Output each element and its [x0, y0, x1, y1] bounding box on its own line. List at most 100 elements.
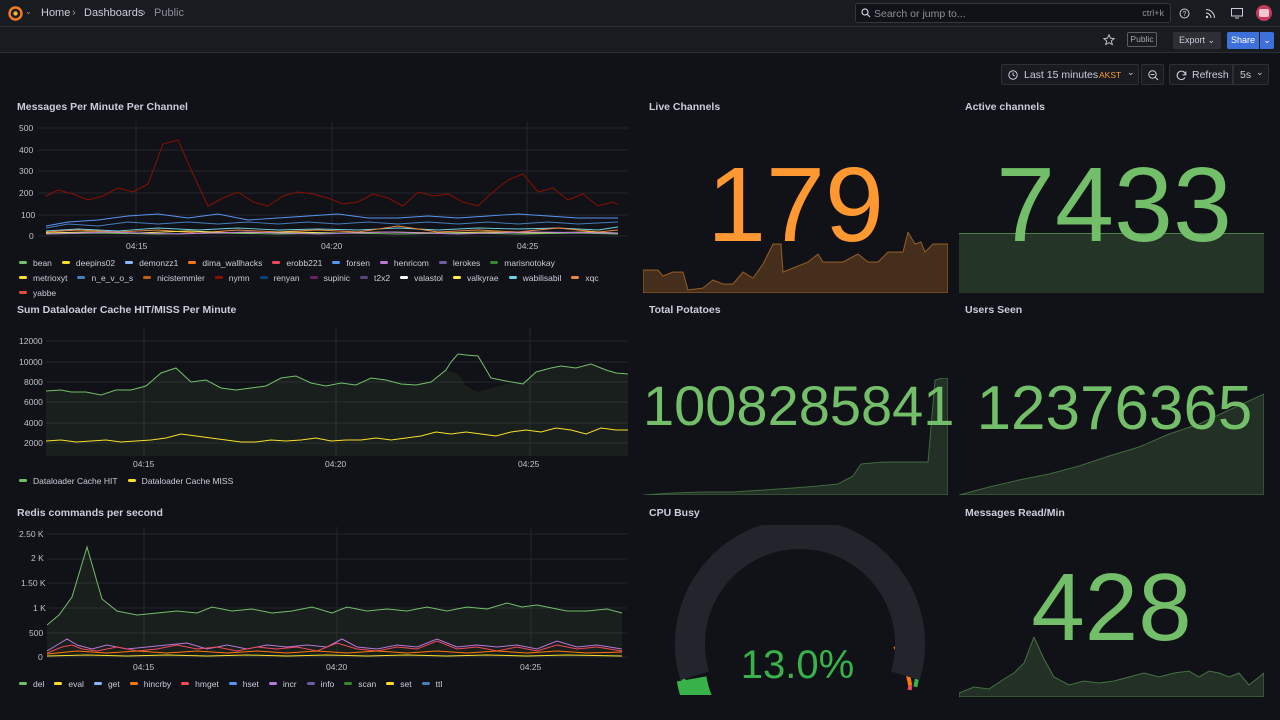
legend-item[interactable]: get — [93, 676, 120, 691]
panel-title[interactable]: Messages Read/Min — [965, 507, 1065, 519]
legend-item[interactable]: set — [386, 676, 412, 691]
legend-label: supinic — [323, 272, 351, 283]
news-feed-icon[interactable] — [1205, 8, 1216, 19]
legend-item[interactable]: wabilisabil — [508, 270, 561, 285]
legend-item[interactable]: info — [306, 676, 335, 691]
legend-item[interactable]: Dataloader Cache MISS — [127, 473, 233, 488]
search-shortcut: ctrl+k — [1142, 8, 1164, 18]
legend-swatch — [54, 682, 63, 685]
y-tick: 6000 — [24, 397, 43, 407]
live-channels-sparkline — [643, 232, 948, 293]
legend-item[interactable]: supinic — [309, 270, 351, 285]
legend-item[interactable]: marisnotokay — [490, 255, 555, 270]
legend-item[interactable]: ttl — [421, 676, 443, 691]
legend-label: erobb221 — [286, 257, 323, 268]
legend-swatch — [77, 276, 86, 279]
legend-item[interactable]: hincrby — [129, 676, 172, 691]
legend-item[interactable]: del — [19, 676, 44, 691]
legend-item[interactable]: valastol — [400, 270, 443, 285]
legend-swatch — [19, 276, 27, 279]
breadcrumb-dashboards[interactable]: Dashboards — [84, 7, 144, 19]
y-tick: 12000 — [19, 336, 43, 346]
legend-item[interactable]: xqc — [571, 270, 599, 285]
legend-item[interactable]: bean — [19, 255, 52, 270]
total-potatoes-sparkline — [643, 378, 948, 495]
x-tick: 04:20 — [321, 241, 343, 251]
grafana-logo-icon[interactable] — [7, 5, 24, 22]
refresh-label: Refresh — [1192, 69, 1229, 81]
messages-per-minute-graph[interactable] — [38, 122, 628, 240]
legend-item[interactable]: yabbe — [19, 285, 56, 300]
legend-item[interactable]: nymn — [214, 270, 250, 285]
legend-swatch — [386, 682, 395, 685]
breadcrumb-home[interactable]: Home — [41, 7, 71, 19]
legend-label: valkyrae — [466, 272, 499, 283]
legend-item[interactable]: henricom — [379, 255, 429, 270]
dock-menu-icon[interactable] — [1231, 8, 1243, 19]
top-nav-bar: ⌄ Home › Dashboards › Public Search or j… — [0, 0, 1280, 27]
panel-title[interactable]: Sum Dataloader Cache HIT/MISS Per Minute — [17, 304, 237, 316]
legend-label: ttl — [435, 678, 443, 689]
legend-item[interactable]: incr — [268, 676, 297, 691]
legend-item[interactable]: erobb221 — [272, 255, 322, 270]
legend-label: forsen — [346, 257, 370, 268]
legend-item[interactable]: scan — [344, 676, 376, 691]
share-button[interactable]: Share — [1227, 32, 1259, 49]
legend-item[interactable]: nicistemmler — [143, 270, 205, 285]
panel-title[interactable]: Total Potatoes — [649, 304, 721, 316]
user-avatar[interactable] — [1256, 5, 1272, 21]
legend-label: hincrby — [143, 678, 172, 689]
legend-swatch — [188, 261, 197, 264]
sparkline-area — [643, 232, 948, 293]
series-line-wabilisabil — [45, 226, 619, 232]
search-input[interactable]: Search or jump to... ctrl+k — [855, 3, 1171, 23]
sparkline-area — [959, 637, 1264, 697]
gauge-threshold-red — [907, 685, 913, 691]
time-range-picker[interactable]: Last 15 minutes AKST ⌄ — [1001, 64, 1139, 85]
series-line-forsen — [45, 213, 618, 227]
legend-item[interactable]: hset — [228, 676, 259, 691]
y-tick: 500 — [19, 123, 34, 133]
legend-item[interactable]: metrioxyt — [19, 270, 67, 285]
legend-label: n_e_v_o_s — [91, 272, 134, 283]
legend-item[interactable]: eval — [54, 676, 84, 691]
share-options-button[interactable]: ⌄ — [1260, 32, 1274, 49]
legend-item[interactable]: dima_wallhacks — [188, 255, 262, 270]
legend-item[interactable]: forsen — [332, 255, 370, 270]
legend-item[interactable]: lerokes — [438, 255, 480, 270]
legend-item[interactable]: demonzz1 — [125, 255, 178, 270]
legend-item[interactable]: deepins02 — [61, 255, 115, 270]
legend-item[interactable]: n_e_v_o_s — [77, 270, 133, 285]
zoom-out-button[interactable] — [1141, 64, 1164, 85]
legend-item[interactable]: t2x2 — [360, 270, 390, 285]
legend-label: info — [320, 678, 335, 689]
legend-swatch — [379, 261, 388, 264]
zoom-out-icon — [1148, 70, 1159, 81]
legend-label: metrioxyt — [33, 272, 68, 283]
legend-label: bean — [33, 257, 52, 268]
star-icon[interactable] — [1103, 34, 1115, 46]
legend-item[interactable]: renyan — [259, 270, 300, 285]
x-tick: 04:25 — [517, 241, 539, 251]
breadcrumb-separator: › — [72, 7, 76, 19]
legend-item[interactable]: Dataloader Cache HIT — [19, 473, 118, 488]
chevron-down-icon[interactable]: ⌄ — [25, 7, 32, 16]
panel-title[interactable]: Live Channels — [649, 101, 721, 113]
panel-title[interactable]: Active channels — [965, 101, 1045, 113]
panel-title[interactable]: Users Seen — [965, 304, 1023, 316]
panel-title[interactable]: Redis commands per second — [17, 507, 163, 519]
dataloader-cache-graph[interactable] — [46, 328, 628, 458]
active-channels-sparkline — [959, 233, 1264, 293]
help-icon[interactable]: ? — [1179, 8, 1190, 19]
panel-title[interactable]: Messages Per Minute Per Channel — [17, 101, 188, 113]
refresh-interval-picker[interactable]: 5s ⌄ — [1233, 64, 1269, 85]
clock-icon — [1008, 70, 1018, 80]
export-button[interactable]: Export ⌄ — [1173, 32, 1221, 49]
redis-commands-graph[interactable] — [47, 527, 627, 661]
live-channels-value: 179 — [707, 146, 884, 264]
legend-item[interactable]: valkyrae — [452, 270, 499, 285]
legend-item[interactable]: hmget — [181, 676, 219, 691]
refresh-button[interactable]: Refresh — [1169, 64, 1233, 85]
legend-label: hmget — [195, 678, 219, 689]
panel-title[interactable]: CPU Busy — [649, 507, 700, 519]
